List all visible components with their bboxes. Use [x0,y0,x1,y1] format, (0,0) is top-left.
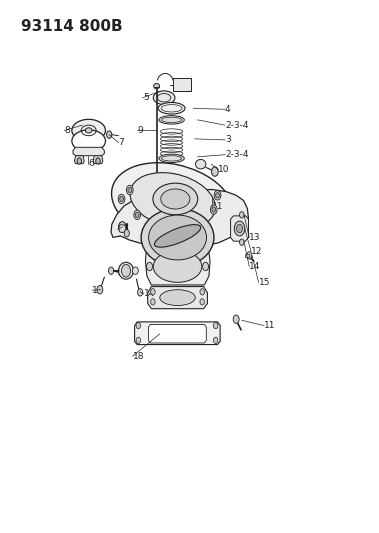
Circle shape [210,205,217,214]
Circle shape [135,212,139,217]
Ellipse shape [119,262,133,279]
Circle shape [214,191,221,200]
Circle shape [119,222,126,232]
Circle shape [134,210,141,220]
Text: 12: 12 [251,247,263,256]
Bar [173,78,191,91]
Text: 15: 15 [258,278,270,287]
Polygon shape [245,254,249,257]
Circle shape [147,262,152,271]
Ellipse shape [153,180,160,185]
Text: 5: 5 [143,93,149,102]
Text: 18: 18 [133,352,144,361]
Text: 6: 6 [88,159,94,168]
Polygon shape [135,322,220,344]
Ellipse shape [159,154,184,163]
Circle shape [77,158,81,164]
Ellipse shape [111,163,234,244]
Text: 11: 11 [212,202,223,211]
Circle shape [136,337,141,343]
Circle shape [97,286,103,294]
Text: 17: 17 [92,286,104,295]
Ellipse shape [72,130,105,152]
Text: 1: 1 [118,225,124,234]
Ellipse shape [153,91,175,104]
Ellipse shape [130,173,215,229]
Ellipse shape [161,189,190,209]
Polygon shape [73,147,104,156]
Ellipse shape [153,251,202,282]
Circle shape [234,221,245,236]
Text: 14: 14 [249,262,261,271]
Circle shape [126,185,133,195]
Text: 11: 11 [264,321,276,330]
Circle shape [211,167,218,176]
Circle shape [200,298,204,305]
Circle shape [138,289,143,296]
Text: 2-3-4: 2-3-4 [225,120,249,130]
Circle shape [202,262,208,271]
Text: 13: 13 [249,233,261,242]
Circle shape [240,239,244,245]
Polygon shape [111,190,249,247]
Polygon shape [75,156,84,164]
Polygon shape [146,246,210,285]
Ellipse shape [154,224,200,247]
Circle shape [120,196,124,201]
Polygon shape [148,287,207,309]
Text: 9: 9 [137,126,143,135]
Circle shape [106,131,112,139]
Circle shape [247,252,252,259]
Circle shape [124,230,129,237]
Ellipse shape [153,183,198,215]
Circle shape [216,192,219,198]
Circle shape [118,194,125,204]
Text: 3: 3 [225,135,231,144]
Circle shape [200,289,204,295]
Circle shape [212,207,216,212]
Ellipse shape [153,84,160,89]
Circle shape [240,212,244,218]
Ellipse shape [132,267,138,274]
Polygon shape [93,156,103,164]
Ellipse shape [141,208,214,266]
Polygon shape [230,216,249,241]
Text: 10: 10 [218,165,230,174]
Circle shape [151,289,155,295]
Ellipse shape [158,102,185,114]
Ellipse shape [159,116,184,124]
Circle shape [213,322,218,329]
Ellipse shape [85,128,92,133]
Text: 4: 4 [225,105,230,114]
Circle shape [122,264,130,277]
Ellipse shape [160,290,195,305]
Circle shape [213,337,218,343]
Circle shape [96,158,100,164]
Circle shape [236,224,243,233]
Text: 93114 800B: 93114 800B [22,19,123,34]
Polygon shape [119,225,126,232]
Circle shape [128,188,132,192]
Text: 2-3-4: 2-3-4 [225,150,249,159]
Polygon shape [149,325,206,343]
Text: 7: 7 [119,138,124,147]
Text: 14: 14 [144,289,155,298]
Circle shape [233,315,239,324]
Circle shape [108,267,114,274]
Text: 16: 16 [117,268,128,277]
Ellipse shape [72,119,105,141]
Circle shape [151,298,155,305]
Text: 8: 8 [64,126,70,135]
Ellipse shape [196,159,206,169]
Ellipse shape [149,215,207,260]
Circle shape [136,322,141,329]
